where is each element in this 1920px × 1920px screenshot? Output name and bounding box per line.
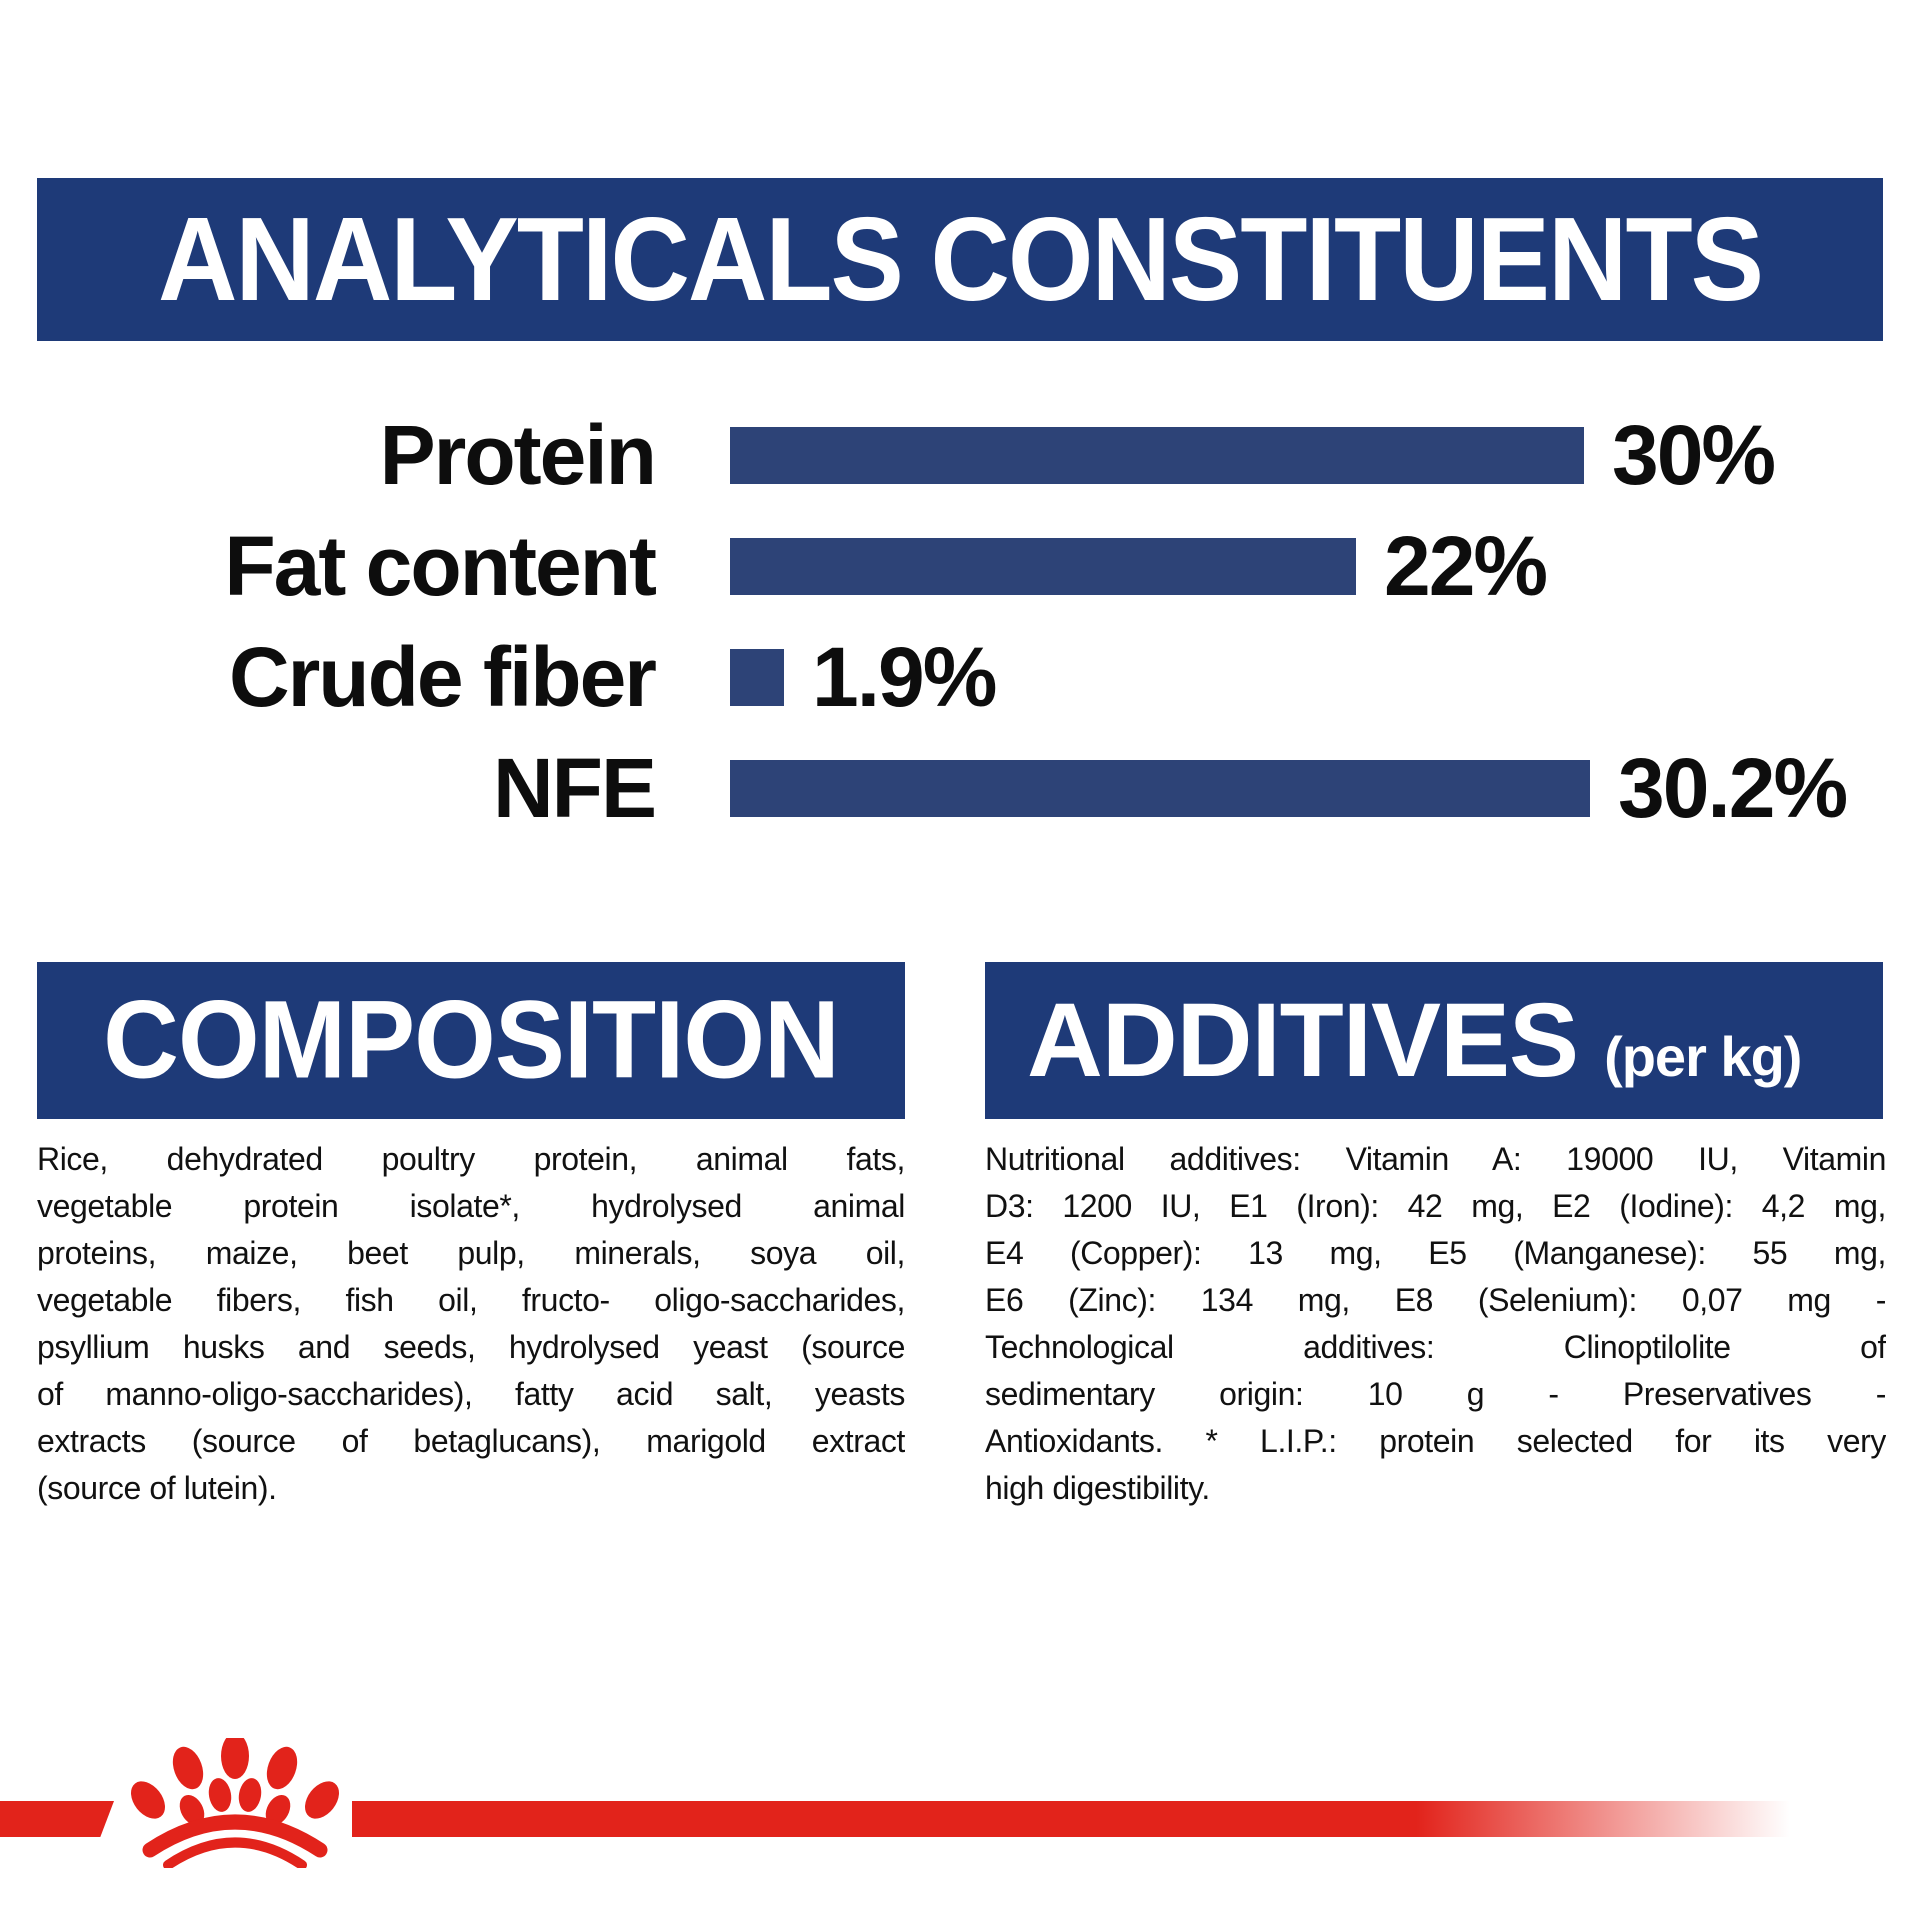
- additives-title: ADDITIVES: [1027, 982, 1579, 1099]
- paragraph-line: E6 (Zinc): 134 mg, E8 (Selenium): 0,07 m…: [985, 1282, 1886, 1318]
- chart-bar: [730, 538, 1356, 595]
- red-band-left-segment: [0, 1801, 114, 1837]
- chart-bar: [730, 649, 784, 706]
- chart-bar-track: [730, 760, 1590, 817]
- chart-category-label: Fat content: [224, 519, 657, 613]
- paragraph-line: E4 (Copper): 13 mg, E5 (Manganese): 55 m…: [985, 1235, 1886, 1271]
- additives-header-bar: ADDITIVES (per kg): [985, 962, 1883, 1119]
- chart-category-label: Protein: [379, 408, 657, 502]
- chart-category-label: Crude fiber: [228, 630, 657, 724]
- chart-category-label: NFE: [493, 741, 657, 835]
- composition-header-bar: COMPOSITION: [37, 962, 905, 1119]
- chart-row: Crude fiber 1.9%: [0, 622, 1920, 733]
- paragraph-line: (source of lutein).: [37, 1470, 277, 1506]
- chart-bar: [730, 427, 1584, 484]
- chart-row: Fat content 22%: [0, 511, 1920, 622]
- royal-canin-crown-logo: [131, 1738, 339, 1868]
- paragraph-line: vegetable fibers, fish oil, fructo- olig…: [37, 1282, 905, 1318]
- paragraph-line: Technological additives: Clinoptilolite …: [985, 1329, 1886, 1365]
- chart-value-label: 22%: [1384, 519, 1548, 613]
- chart-value-label: 30.2%: [1618, 741, 1848, 835]
- paragraph-line: Rice, dehydrated poultry protein, animal…: [37, 1141, 905, 1177]
- analyticals-header-bar: ANALYTICALS CONSTITUENTS: [37, 178, 1883, 341]
- additives-text: Nutritional additives: Vitamin A: 19000 …: [985, 1136, 1886, 1512]
- analytical-constituents-chart: Protein 30% Fat content 22% Crude fiber 1.9% N…: [0, 400, 1920, 844]
- paragraph-line: high digestibility.: [985, 1470, 1210, 1506]
- paragraph-line: D3: 1200 IU, E1 (Iron): 42 mg, E2 (Iodin…: [985, 1188, 1886, 1224]
- additives-title-suffix: (per kg): [1604, 1025, 1802, 1088]
- chart-row: Protein 30%: [0, 400, 1920, 511]
- chart-value-label: 1.9%: [812, 630, 997, 724]
- paragraph-line: of manno-oligo-saccharides), fatty acid …: [37, 1376, 905, 1412]
- paragraph-line: Nutritional additives: Vitamin A: 19000 …: [985, 1141, 1886, 1177]
- paragraph-line: Antioxidants. * L.I.P.: protein selected…: [985, 1423, 1886, 1459]
- chart-bar-track: [730, 649, 1590, 706]
- paragraph-line: proteins, maize, beet pulp, minerals, so…: [37, 1235, 905, 1271]
- chart-value-label: 30%: [1612, 408, 1776, 502]
- paragraph-line: vegetable protein isolate*, hydrolysed a…: [37, 1188, 905, 1224]
- analyticals-title: ANALYTICALS CONSTITUENTS: [157, 193, 1764, 326]
- composition-title: COMPOSITION: [103, 978, 840, 1102]
- composition-text: Rice, dehydrated poultry protein, animal…: [37, 1136, 905, 1512]
- chart-bar-track: [730, 538, 1590, 595]
- chart-bar-track: [730, 427, 1590, 484]
- chart-bar: [730, 760, 1590, 817]
- paragraph-line: psyllium husks and seeds, hydrolysed yea…: [37, 1329, 905, 1365]
- paragraph-line: sedimentary origin: 10 g - Preservatives…: [985, 1376, 1886, 1412]
- paragraph-line: extracts (source of betaglucans), marigo…: [37, 1423, 905, 1459]
- chart-row: NFE 30.2%: [0, 733, 1920, 844]
- red-band-fading: [352, 1801, 1790, 1837]
